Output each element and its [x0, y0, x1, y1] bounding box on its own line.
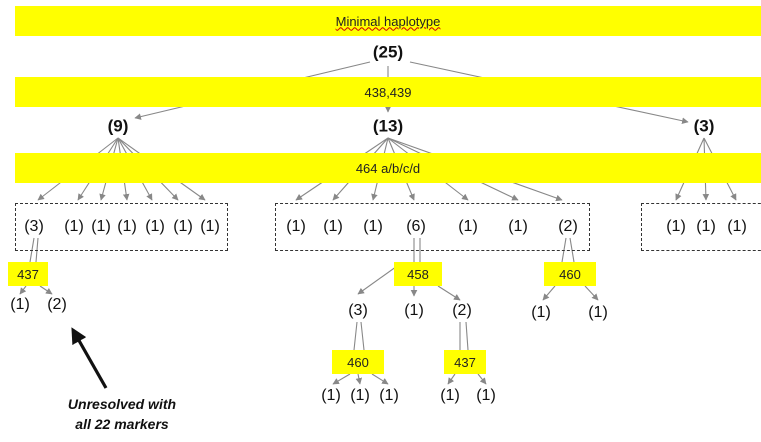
sub-437-left-count: (2)	[47, 296, 67, 313]
marker-box-437-left: 437	[8, 262, 48, 286]
sub-458-count: (3)	[348, 302, 368, 319]
sub-460-lower-count: (1)	[379, 387, 399, 404]
middle-group-box	[275, 203, 590, 251]
left-group-count: (1)	[91, 218, 111, 235]
sub-460-lower-count: (1)	[321, 387, 341, 404]
right-group-count: (1)	[696, 218, 716, 235]
band-438-439: 438,439	[15, 77, 761, 107]
sub-437-left-count: (1)	[10, 296, 30, 313]
left-group-count: (3)	[24, 218, 44, 235]
unresolved-annotation: Unresolved with all 22 markers	[22, 394, 222, 434]
left-group-count: (1)	[145, 218, 165, 235]
middle-group-count: (1)	[363, 218, 383, 235]
sub-458-count: (2)	[452, 302, 472, 319]
marker-box-label: 458	[407, 266, 429, 282]
level1-count-middle: (13)	[372, 116, 404, 136]
annotation-line-2: all 22 markers	[75, 416, 169, 432]
middle-group-count: (1)	[286, 218, 306, 235]
left-group-count: (1)	[64, 218, 84, 235]
left-group-count: (1)	[117, 218, 137, 235]
left-group-count: (1)	[173, 218, 193, 235]
marker-box-458: 458	[394, 262, 442, 286]
annotation-arrow	[71, 327, 108, 389]
root-count: (25)	[372, 42, 404, 62]
middle-group-count: (2)	[558, 218, 578, 235]
sub-437-lower-count: (1)	[440, 387, 460, 404]
sub-460-lower-count: (1)	[350, 387, 370, 404]
middle-group-count: (1)	[323, 218, 343, 235]
middle-group-count: (1)	[458, 218, 478, 235]
marker-box-label: 437	[17, 266, 39, 282]
right-group-count: (1)	[666, 218, 686, 235]
level1-count-left: (9)	[107, 116, 129, 136]
marker-box-460-right: 460	[544, 262, 596, 286]
right-group-count: (1)	[727, 218, 747, 235]
annotation-line-1: Unresolved with	[67, 396, 177, 412]
right-group-box	[641, 203, 761, 251]
minimal-haplotype-band: Minimal haplotype	[15, 6, 761, 36]
sub-437-lower-count: (1)	[476, 387, 496, 404]
level1-count-right: (3)	[693, 116, 715, 136]
band-464-label: 464 a/b/c/d	[355, 160, 421, 176]
middle-group-count: (6)	[406, 218, 426, 235]
marker-box-label: 437	[454, 354, 476, 370]
middle-group-count: (1)	[508, 218, 528, 235]
marker-box-label: 460	[559, 266, 581, 282]
band-438-439-label: 438,439	[364, 84, 412, 100]
sub-460-right-count: (1)	[588, 304, 608, 321]
marker-box-460-lower: 460	[332, 350, 384, 374]
band-464: 464 a/b/c/d	[15, 153, 761, 183]
marker-box-437-lower: 437	[444, 350, 486, 374]
sub-460-right-count: (1)	[531, 304, 551, 321]
left-group-count: (1)	[200, 218, 220, 235]
sub-458-count: (1)	[404, 302, 424, 319]
minimal-haplotype-label: Minimal haplotype	[335, 13, 441, 29]
left-group-box	[15, 203, 228, 251]
marker-box-label: 460	[347, 354, 369, 370]
